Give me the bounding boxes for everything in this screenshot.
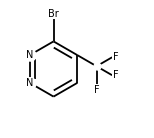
Text: N: N: [26, 78, 33, 88]
Text: F: F: [113, 52, 118, 62]
Text: Br: Br: [48, 9, 59, 19]
Text: F: F: [94, 85, 99, 95]
Text: F: F: [113, 70, 118, 80]
Text: N: N: [26, 50, 33, 60]
